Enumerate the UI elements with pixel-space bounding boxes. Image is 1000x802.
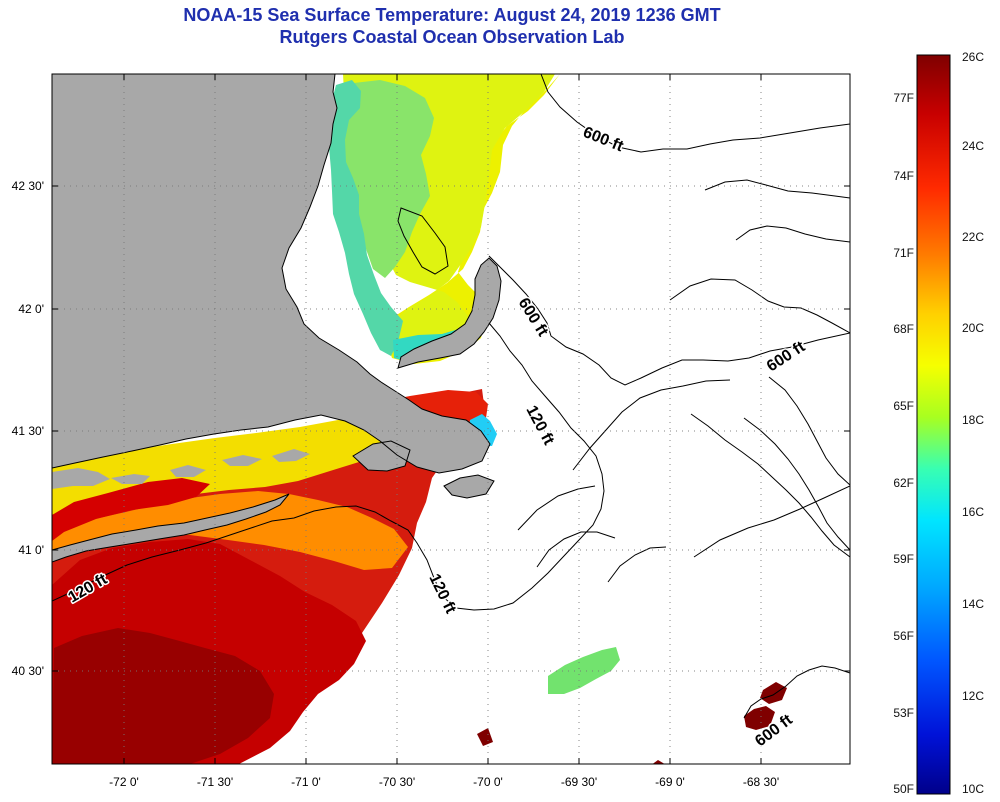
colorbar-fahrenheit-label: 65F	[893, 399, 914, 413]
latitude-label: 42 30'	[12, 179, 44, 193]
colorbar-fahrenheit-labels: 77F 74F 71F 68F 65F 62F 59F 56F 53F 50F	[893, 91, 914, 796]
latitude-label: 41 30'	[12, 424, 44, 438]
title-line-1: NOAA-15 Sea Surface Temperature: August …	[183, 5, 721, 25]
map-grid	[52, 74, 850, 764]
land-martha-vineyard	[353, 441, 410, 471]
colorbar-fahrenheit-label: 62F	[893, 476, 914, 490]
colorbar-fahrenheit-label: 77F	[893, 91, 914, 105]
longitude-label: -71 0'	[291, 775, 321, 789]
map-content	[52, 74, 850, 764]
colorbar-celsius-label: 16C	[962, 505, 984, 519]
latitude-label: 41 0'	[18, 543, 44, 557]
longitude-label: -68 30'	[743, 775, 779, 789]
colorbar-celsius-label: 18C	[962, 413, 984, 427]
colorbar-celsius-label: 20C	[962, 321, 984, 335]
sst-green-cold-band	[341, 80, 434, 278]
coastline-and-bathymetry	[52, 74, 850, 719]
latitude-labels: 42 30' 42 0' 41 30' 41 0' 40 30'	[12, 179, 44, 678]
colorbar-celsius-label: 14C	[962, 597, 984, 611]
latitude-label: 40 30'	[12, 664, 44, 678]
axis-ticks	[52, 74, 850, 764]
map-border	[51, 73, 851, 765]
title-line-2: Rutgers Coastal Ocean Observation Lab	[279, 27, 625, 47]
colorbar-fahrenheit-label: 74F	[893, 169, 914, 183]
longitude-labels: -72 0' -71 30' -71 0' -70 30' -70 0' -69…	[109, 775, 779, 789]
colorbar-celsius-label: 10C	[962, 782, 984, 796]
land-mass-massachusetts	[52, 74, 490, 473]
longitude-label: -71 30'	[197, 775, 233, 789]
longitude-label: -69 30'	[561, 775, 597, 789]
colorbar-celsius-label: 24C	[962, 139, 984, 153]
colorbar-fahrenheit-label: 56F	[893, 629, 914, 643]
land-islands-southcoast	[52, 449, 310, 489]
land-long-island-east	[52, 494, 289, 562]
temperature-colorbar	[916, 54, 951, 795]
colorbar-celsius-labels: 26C 24C 22C 20C 18C 16C 14C 12C 10C	[962, 50, 984, 796]
latitude-label: 42 0'	[18, 302, 44, 316]
sst-red-long-island-sound	[52, 478, 210, 541]
longitude-label: -72 0'	[109, 775, 139, 789]
colorbar-fahrenheit-label: 53F	[893, 706, 914, 720]
colorbar-fahrenheit-label: 68F	[893, 322, 914, 336]
colorbar-fahrenheit-label: 71F	[893, 246, 914, 260]
sst-deep-red-core	[52, 628, 274, 764]
longitude-label: -70 0'	[473, 775, 503, 789]
longitude-label: -69 0'	[655, 775, 685, 789]
sst-georges-patch	[548, 647, 620, 694]
longitude-label: -70 30'	[379, 775, 415, 789]
land-nantucket	[444, 475, 494, 498]
colorbar-celsius-label: 22C	[962, 230, 984, 244]
colorbar-fahrenheit-label: 50F	[893, 782, 914, 796]
sst-orange-band	[52, 491, 408, 570]
colorbar-celsius-label: 26C	[962, 50, 984, 64]
colorbar-fahrenheit-label: 59F	[893, 552, 914, 566]
colorbar-celsius-label: 12C	[962, 689, 984, 703]
map-title: NOAA-15 Sea Surface Temperature: August …	[52, 4, 852, 48]
